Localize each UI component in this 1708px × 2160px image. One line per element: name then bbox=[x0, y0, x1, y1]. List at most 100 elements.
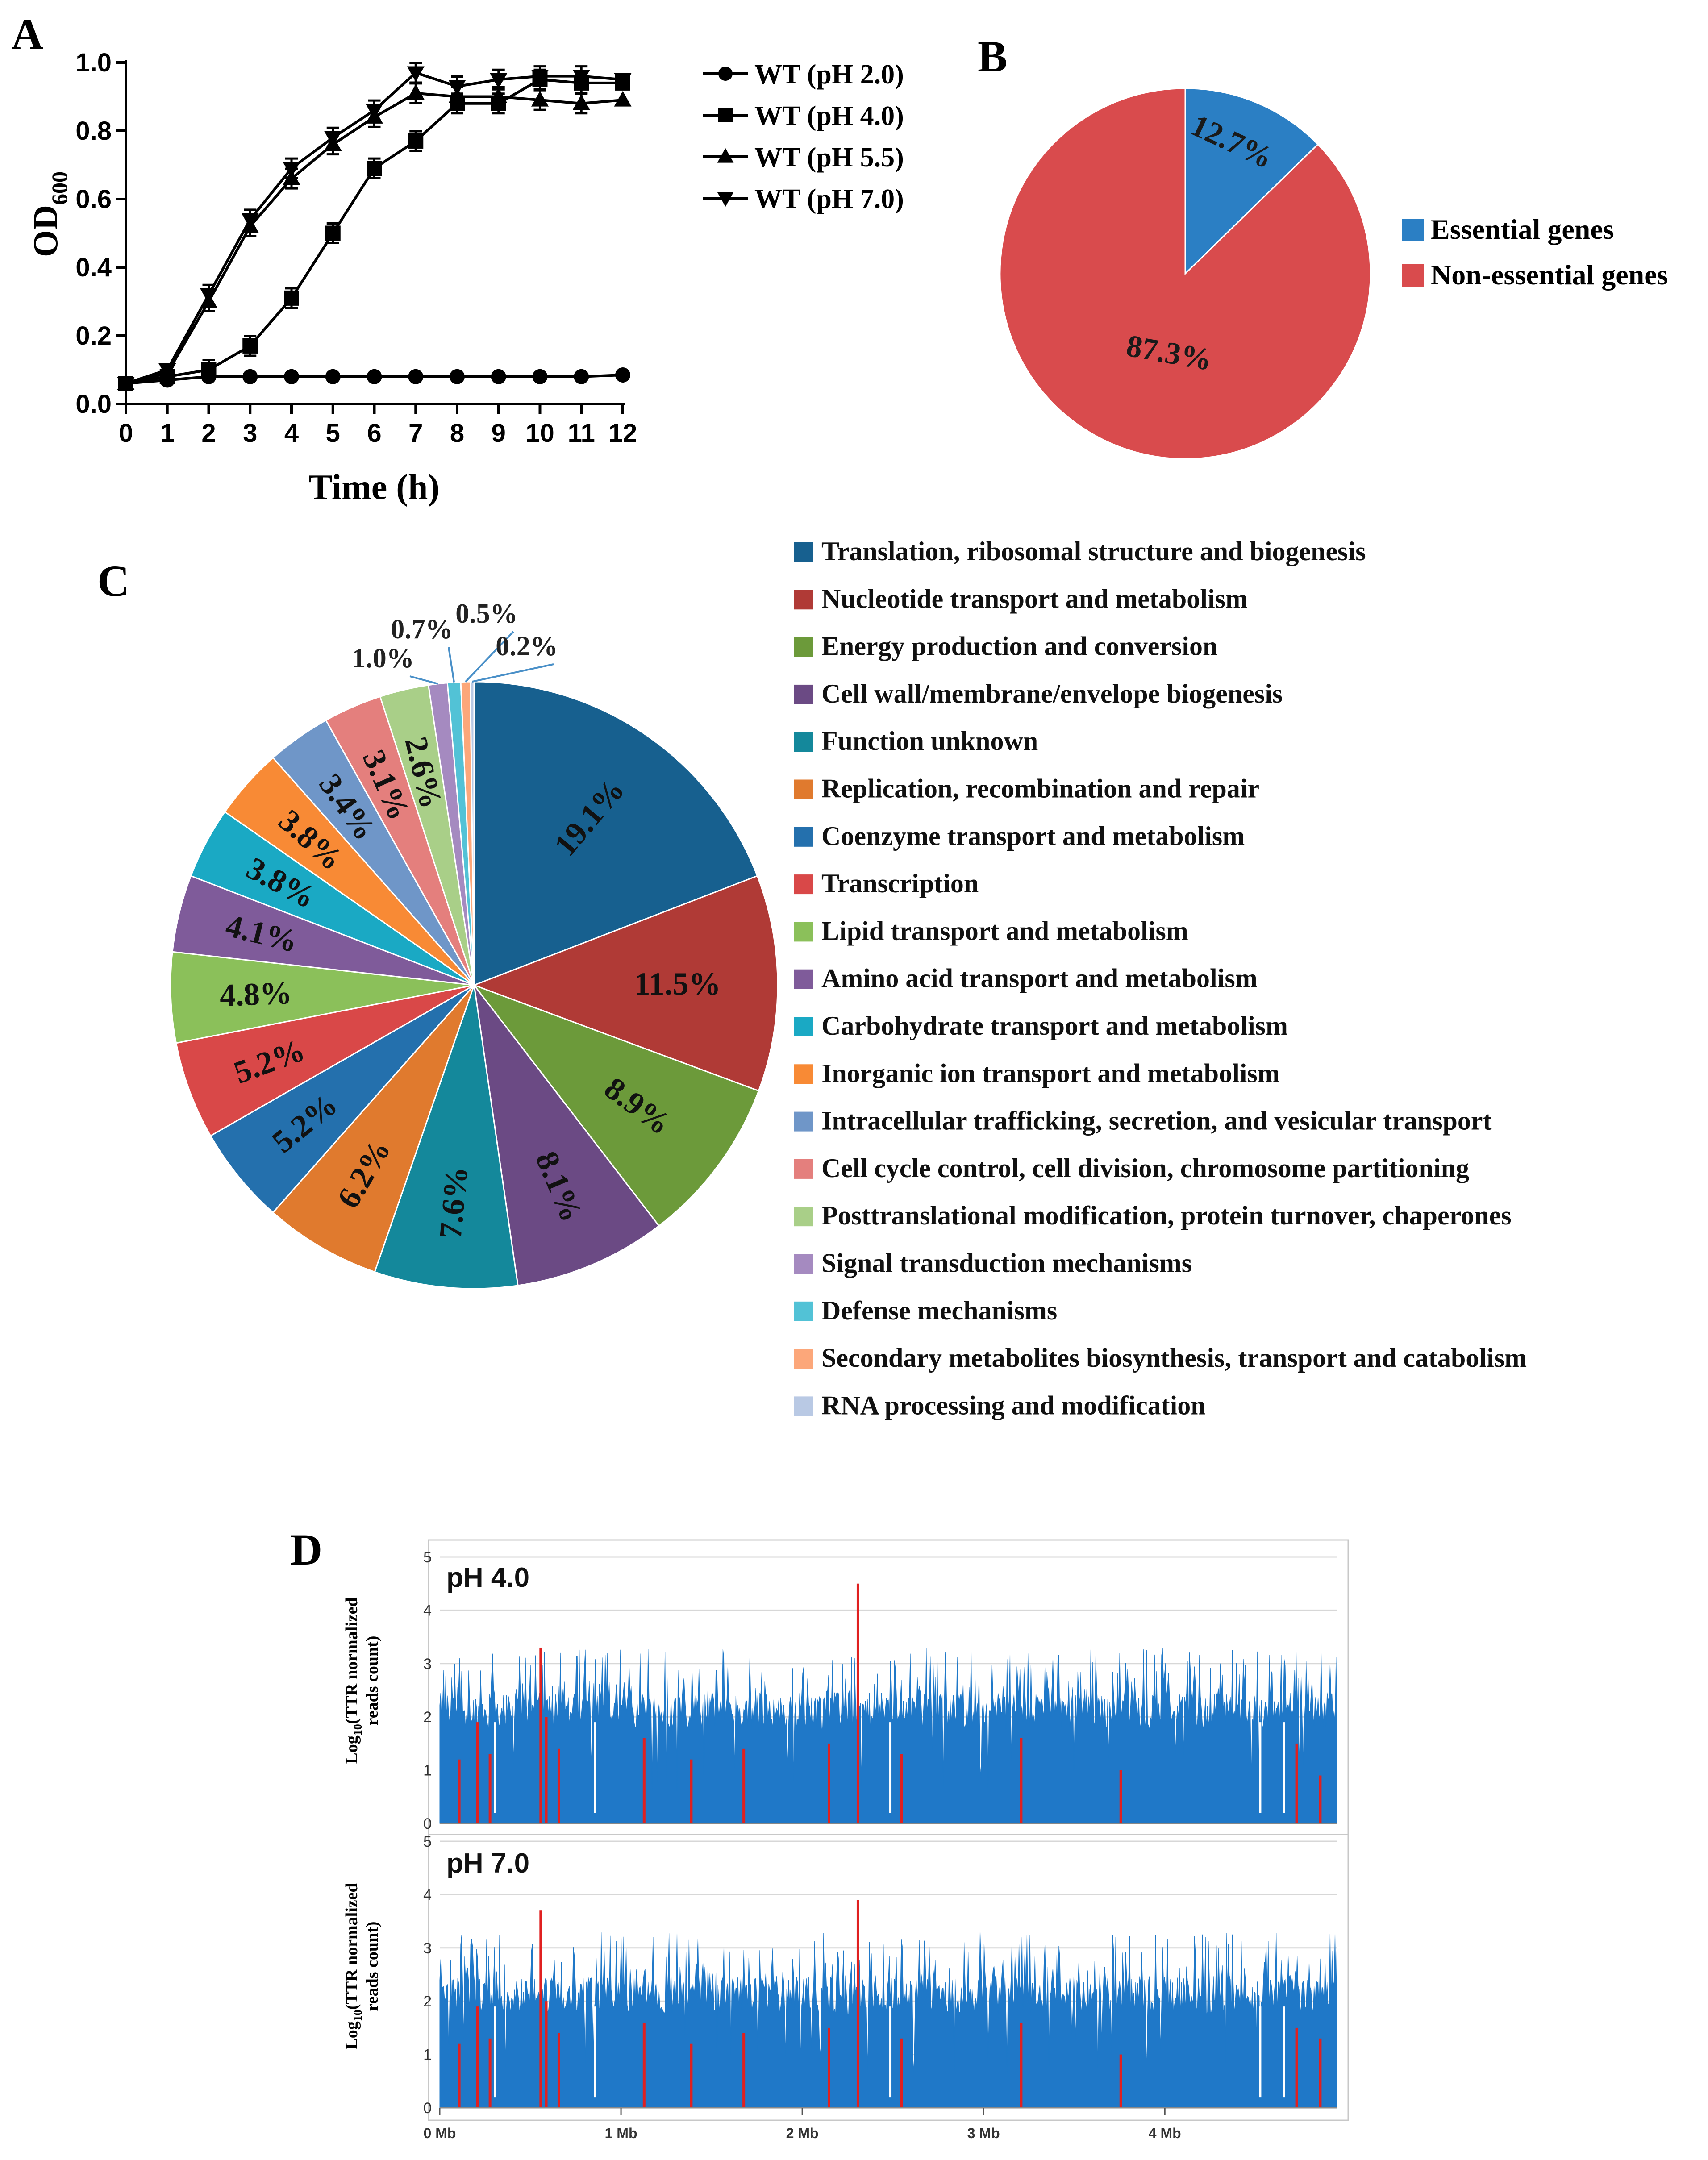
legend-swatch bbox=[794, 637, 813, 657]
cog-category-pie: 19.1%11.5%8.9%8.1%7.6%6.2%5.2%5.2%4.8%4.… bbox=[170, 537, 1527, 1420]
y-tick-label: 0.6 bbox=[75, 185, 112, 214]
essential-locus-bar bbox=[545, 1717, 548, 1823]
legend-label: WT (pH 7.0) bbox=[754, 184, 904, 214]
essential-locus-bar bbox=[900, 2038, 903, 2108]
data-point-triangle-up bbox=[572, 94, 590, 110]
essential-locus-bar bbox=[1295, 2027, 1298, 2108]
legend-item: RNA processing and modification bbox=[794, 1390, 1206, 1420]
data-point-circle bbox=[532, 369, 548, 384]
legend-swatch bbox=[794, 1349, 813, 1369]
data-point-triangle-down bbox=[490, 73, 508, 89]
coverage-area bbox=[439, 1648, 1337, 1824]
coverage-gap bbox=[1259, 1722, 1262, 1813]
y-axis-label-sub: 10 bbox=[351, 2010, 364, 2021]
x-tick-label: 1 bbox=[160, 419, 175, 448]
legend-swatch bbox=[794, 779, 813, 799]
essential-locus-bar bbox=[545, 2001, 548, 2108]
legend-item: Defense mechanisms bbox=[794, 1296, 1057, 1325]
legend-label: Coenzyme transport and metabolism bbox=[821, 821, 1245, 851]
data-point-circle bbox=[367, 369, 382, 384]
y-tick-label: 2 bbox=[423, 1993, 432, 2010]
data-point-triangle-up bbox=[407, 84, 425, 100]
legend-swatch bbox=[794, 542, 813, 562]
data-point-triangle-down bbox=[200, 288, 218, 304]
legend-label: Signal transduction mechanisms bbox=[821, 1249, 1192, 1278]
essential-locus-bar bbox=[539, 1647, 542, 1823]
legend-label: Cell wall/membrane/envelope biogenesis bbox=[821, 679, 1283, 708]
legend-swatch bbox=[794, 732, 813, 752]
essential-locus-bar bbox=[1319, 2038, 1322, 2108]
legend-label: Posttranslational modification, protein … bbox=[821, 1201, 1512, 1230]
slice-value-label: 0.2% bbox=[496, 631, 558, 662]
y-axis-label-main: (TTR normalized bbox=[342, 1883, 361, 2010]
coverage-gap bbox=[494, 2006, 496, 2098]
data-point-square bbox=[201, 362, 217, 378]
legend-swatch bbox=[794, 590, 813, 610]
y-tick-label: 2 bbox=[423, 1709, 432, 1726]
legend-label: WT (pH 2.0) bbox=[754, 59, 904, 90]
y-tick-label: 4 bbox=[423, 1602, 432, 1619]
coverage-gap bbox=[1283, 2006, 1285, 2098]
legend-item: Translation, ribosomal structure and bio… bbox=[794, 537, 1366, 566]
legend-label: Function unknown bbox=[821, 726, 1038, 756]
legend-label: Non-essential genes bbox=[1431, 259, 1668, 291]
callout-leader bbox=[448, 647, 455, 683]
essential-locus-bar bbox=[1020, 1738, 1023, 1823]
data-point-square bbox=[284, 290, 299, 306]
legend-label: Transcription bbox=[821, 869, 979, 898]
legend-label: WT (pH 4.0) bbox=[754, 101, 904, 131]
legend-item: Carbohydrate transport and metabolism bbox=[794, 1011, 1288, 1040]
data-point-triangle-up bbox=[531, 91, 549, 107]
y-tick-label: 0 bbox=[423, 1815, 432, 1832]
essential-locus-bar bbox=[557, 2033, 560, 2108]
data-point-square bbox=[325, 225, 341, 241]
data-point-square bbox=[242, 338, 258, 354]
callout-leader bbox=[409, 675, 438, 685]
essential-locus-bar bbox=[642, 2022, 646, 2108]
data-point-triangle-down bbox=[365, 104, 383, 120]
legend-swatch bbox=[794, 1301, 813, 1321]
data-point-triangle-down bbox=[572, 70, 590, 85]
legend-item: Signal transduction mechanisms bbox=[794, 1249, 1192, 1278]
legend-swatch bbox=[794, 1111, 813, 1132]
legend-item: Replication, recombination and repair bbox=[794, 774, 1259, 803]
legend-label: Amino acid transport and metabolism bbox=[821, 964, 1258, 993]
coverage-gap bbox=[889, 2006, 892, 2098]
x-tick-label: 9 bbox=[492, 419, 506, 448]
coverage-gap bbox=[1259, 2006, 1262, 2098]
data-point-triangle-down bbox=[407, 66, 425, 82]
pie-slice bbox=[473, 982, 660, 1286]
data-point-triangle-down bbox=[324, 131, 342, 147]
legend-swatch bbox=[794, 1064, 813, 1084]
panel-frame bbox=[428, 1539, 1349, 2121]
legend-item: Amino acid transport and metabolism bbox=[794, 964, 1258, 993]
pie-slice bbox=[170, 951, 475, 1044]
legend-label: Lipid transport and metabolism bbox=[821, 916, 1188, 945]
data-point-square bbox=[718, 108, 733, 122]
legend-swatch bbox=[794, 1396, 813, 1416]
legend-label: Secondary metabolites biosynthesis, tran… bbox=[821, 1343, 1527, 1373]
legend-item: WT (pH 4.0) bbox=[703, 101, 904, 131]
data-point-triangle-down bbox=[614, 73, 632, 89]
data-point-triangle-down bbox=[117, 377, 135, 393]
legend-label: Defense mechanisms bbox=[821, 1296, 1057, 1325]
y-axis-label-line2: reads count) bbox=[363, 1636, 382, 1726]
legend-swatch bbox=[794, 1159, 813, 1179]
legend-item: WT (pH 7.0) bbox=[703, 184, 904, 214]
legend-swatch bbox=[794, 1017, 813, 1036]
legend-label: Cell cycle control, cell division, chrom… bbox=[821, 1153, 1469, 1183]
x-tick-label: 5 bbox=[326, 419, 340, 448]
pie-slice bbox=[272, 985, 475, 1273]
legend-item: Lipid transport and metabolism bbox=[794, 916, 1188, 945]
data-point-triangle-up bbox=[717, 148, 734, 163]
y-axis-label-main: (TTR normalized bbox=[342, 1597, 361, 1724]
essential-locus-bar bbox=[458, 2043, 461, 2108]
essential-locus-bar bbox=[1295, 1743, 1298, 1823]
y-axis-label: Log10(TTR normalized reads count) bbox=[342, 1883, 382, 2049]
legend-item: Coenzyme transport and metabolism bbox=[794, 821, 1245, 851]
legend-item: Cell wall/membrane/envelope biogenesis bbox=[794, 679, 1283, 708]
slice-value-label: 7.6% bbox=[432, 1165, 475, 1240]
